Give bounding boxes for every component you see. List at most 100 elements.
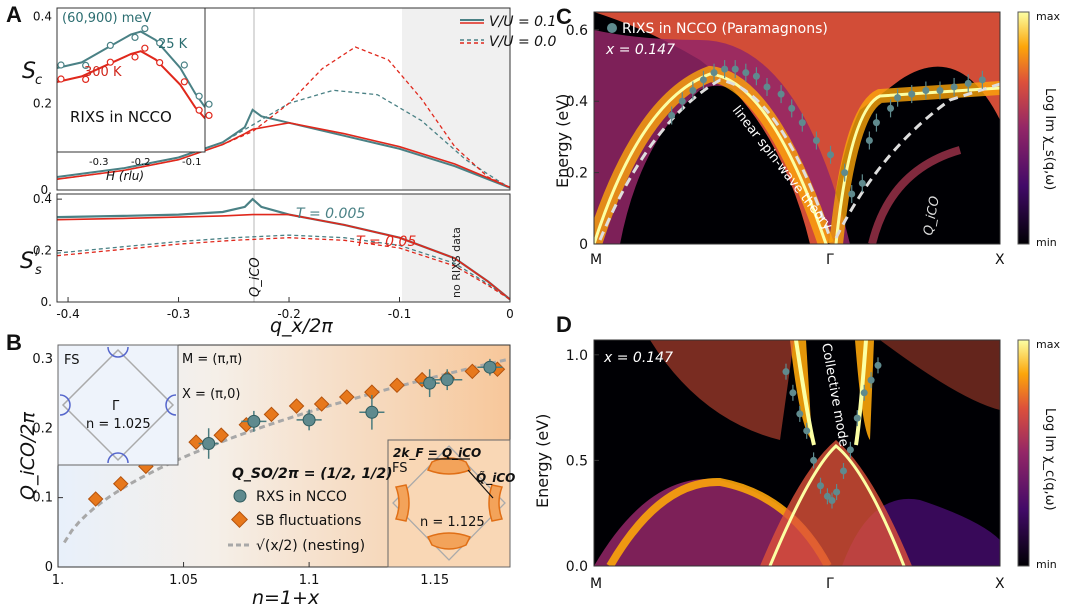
- legend-rxs-marker: [233, 489, 247, 503]
- sb-point-10: [338, 389, 355, 405]
- c-point-22: [908, 90, 916, 98]
- legend-qso: Q_SO/2π = (1/2, 1/2): [232, 466, 392, 482]
- inset-point: [57, 61, 65, 69]
- c-point-8: [752, 72, 760, 80]
- heatmap-d-mode-right-core: [854, 340, 868, 446]
- panel-letter-a: A: [6, 2, 22, 27]
- ylabel-d: Energy (eV): [533, 414, 552, 508]
- c-point-11: [788, 104, 796, 112]
- c-point-23: [922, 87, 930, 95]
- label-qtilde: Q̃_iCO: [476, 471, 515, 486]
- ytick-b-2: 0.2: [32, 421, 53, 436]
- xtick-a-1: -0.3: [167, 307, 190, 321]
- ylabel-c: Energy (eV): [553, 94, 572, 188]
- xtick-c-gamma: Γ: [826, 252, 834, 268]
- inset-point: [156, 58, 164, 67]
- legend-vu01: V/U = 0.1: [489, 14, 556, 30]
- inset-line-1: [56, 50, 206, 120]
- xtick-a-4: 0: [506, 307, 514, 321]
- fs-right-label: FS: [392, 461, 408, 476]
- fs-right-bz: [392, 445, 506, 561]
- ylabel-a-top: S: [22, 59, 36, 84]
- line-a-bottom-1: [56, 213, 511, 301]
- xtick-c-x: X: [995, 252, 1005, 268]
- colorbar-c-max: max: [1036, 10, 1060, 23]
- heatmap-d-cone: [760, 440, 912, 566]
- fs-right-pocket-bottom: [426, 532, 472, 550]
- colorbar-c-label: Log Im χ_s(q,ω): [1042, 88, 1057, 190]
- sb-point-15: [464, 363, 481, 380]
- sb-point-11: [364, 384, 380, 400]
- lsw-curve-left: [598, 78, 832, 241]
- heatmap-c: [594, 12, 1000, 244]
- inset-xtick-3: -0.1: [182, 157, 202, 168]
- c-point-20: [887, 104, 895, 112]
- legend-sb: SB fluctuations: [256, 513, 361, 529]
- label-x-point: X = (π,0): [182, 387, 240, 402]
- d-point-14: [874, 361, 882, 369]
- label-2kf: 2k_F = Q_iCO: [393, 446, 481, 461]
- fs-left-pocket-top: [107, 346, 129, 358]
- d-point-8: [833, 488, 841, 496]
- c-point-27: [978, 76, 986, 84]
- xtick-a-3: -0.1: [388, 307, 411, 321]
- d-point-11: [853, 414, 861, 422]
- d-point-5: [817, 482, 824, 490]
- panel-c: 0 0.2 0.4 0.6 Energy (eV) M Γ X RIXS in NCC…: [553, 10, 1060, 268]
- d-point-4: [810, 456, 818, 464]
- ytick-a-bottom-1: 0.2: [33, 244, 52, 258]
- c-point-15: [841, 169, 849, 177]
- xtick-b-2: 1.1: [299, 573, 320, 588]
- legend-c-marker: [607, 23, 617, 33]
- legend-c: RIXS in NCCO (Paramagnons): [622, 21, 828, 37]
- label-qico-a: Q_iCO: [248, 257, 263, 297]
- ylabel-a-bottom-sup: l: [35, 246, 38, 259]
- inset-point: [180, 61, 188, 69]
- legend-rxs: RXS in NCCO: [256, 489, 347, 505]
- inset-point: [82, 75, 90, 84]
- rxs-point-3: [365, 405, 379, 419]
- fs-left-pocket-left: [59, 394, 71, 416]
- label-no-rixs-data: no RIXS data: [450, 227, 463, 298]
- label-t005: T = 0.05: [356, 234, 416, 250]
- colorbar-c: [1017, 11, 1030, 245]
- sb-point-4: [188, 434, 204, 450]
- inset-300k-label: 300 K: [84, 65, 122, 80]
- c-point-7: [742, 69, 750, 77]
- inset-point: [131, 53, 139, 61]
- ytick-d-1: 0.5: [566, 453, 588, 469]
- heatmap-d: [594, 340, 1000, 566]
- inset-point: [156, 39, 164, 47]
- c-point-14: [827, 151, 835, 159]
- line-a-bottom-2: [56, 234, 511, 300]
- colorbar-d: [1017, 339, 1030, 567]
- c-point-9: [763, 83, 771, 91]
- d-point-9: [840, 467, 847, 475]
- colorbar-c-min: min: [1036, 236, 1057, 249]
- sb-point-9: [313, 396, 330, 412]
- fs-left-pocket-right: [165, 394, 177, 416]
- sb-point-12: [389, 377, 405, 394]
- ytick-c-3: 0.6: [566, 23, 588, 39]
- ytick-c-1: 0.2: [566, 166, 588, 182]
- inset-rixs-label: RIXS in NCCO: [70, 108, 172, 126]
- d-point-10: [846, 446, 854, 454]
- rxs-point-6: [483, 360, 497, 374]
- fs-left-gamma: Γ: [112, 399, 120, 414]
- inset-xlabel: H (rlu): [106, 169, 144, 183]
- inset-point: [57, 75, 65, 83]
- heatmap-c-band-left: [594, 12, 850, 244]
- ytick-b-3: 0.3: [32, 352, 53, 367]
- axes-d: [593, 339, 1001, 567]
- xlabel-a: q_x/2π: [270, 315, 333, 337]
- ytick-d-2: 1.0: [566, 348, 588, 364]
- ytick-a-top-0: 0.: [41, 183, 52, 197]
- fs-right-n: n = 1.125: [420, 515, 485, 530]
- ytick-c-2: 0.4: [566, 94, 588, 110]
- line-a-top-3: [56, 46, 511, 188]
- d-point-0: [782, 368, 790, 376]
- d-point-12: [860, 389, 868, 397]
- ytick-c-0: 0: [579, 237, 588, 253]
- xtick-b-0: 1.: [52, 573, 64, 588]
